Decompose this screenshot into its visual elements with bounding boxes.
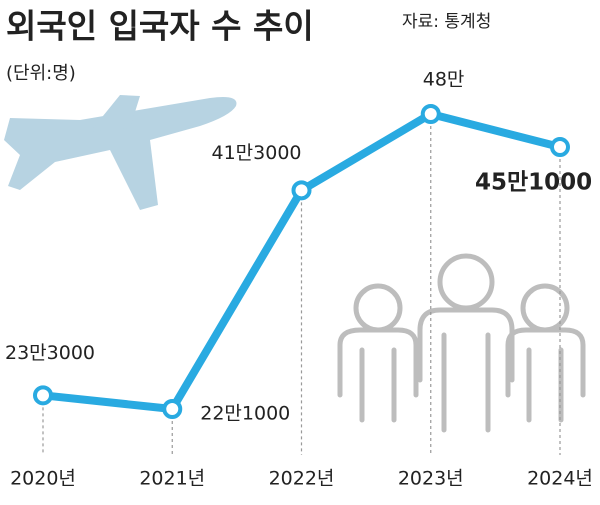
plane-icon <box>4 95 237 210</box>
chart-title: 외국인 입국자 수 추이 <box>6 7 314 46</box>
point <box>291 180 312 201</box>
value-label: 41만3000 <box>212 142 302 164</box>
x-tick-label: 2021년 <box>139 468 205 490</box>
unit-label: (단위:명) <box>6 63 76 84</box>
point <box>33 385 53 406</box>
value-label: 23만3000 <box>5 342 95 364</box>
x-tick-label: 2022년 <box>269 468 335 490</box>
x-tick-label: 2024년 <box>527 468 593 490</box>
source: 자료: 통계청 <box>402 12 491 32</box>
x-tick-label: 2023년 <box>398 468 464 490</box>
point <box>162 399 183 419</box>
value-label: 45만1000 <box>475 170 592 196</box>
people-icon <box>337 253 586 433</box>
value-label: 22만1000 <box>200 403 290 425</box>
value-label: 48만 <box>423 69 465 91</box>
point <box>550 137 570 158</box>
point <box>420 104 441 124</box>
x-tick-label: 2020년 <box>10 468 76 490</box>
